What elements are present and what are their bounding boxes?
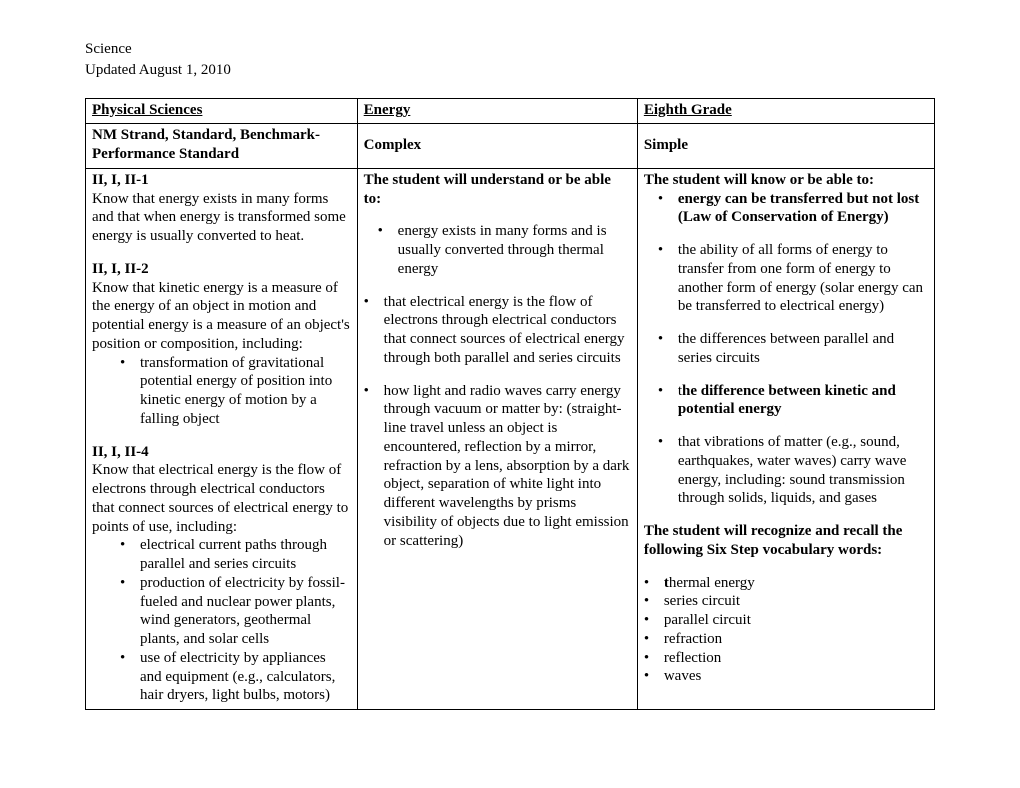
page-header: Science Updated August 1, 2010: [85, 40, 935, 80]
h2-c2: Complex: [364, 137, 422, 153]
standards-table: Physical Sciences Energy Eighth Grade NM…: [85, 98, 935, 711]
h2-c1b: Performance Standard: [92, 145, 351, 164]
vocab-6: waves: [644, 667, 928, 686]
std-4-b1: electrical current paths through paralle…: [120, 536, 351, 574]
subject-line: Science: [85, 40, 935, 59]
header-row-2: NM Strand, Standard, Benchmark- Performa…: [86, 124, 935, 169]
std-text-2: Know that kinetic energy is a measure of…: [92, 279, 351, 354]
vocab-4: refraction: [644, 630, 928, 649]
complex-bullets: energy exists in many forms and is usual…: [378, 222, 631, 278]
complex-b3-text: how light and radio waves carry energy t…: [384, 383, 630, 549]
std-text-1: Know that energy exists in many forms an…: [92, 190, 351, 246]
simple-cell: The student will know or be able to: ene…: [637, 168, 934, 709]
simple-b2-ul: the ability of all forms of energy to tr…: [658, 241, 928, 316]
complex-bullets-3: how light and radio waves carry energy t…: [364, 382, 631, 551]
standards-cell: II, I, II-1 Know that energy exists in m…: [86, 168, 358, 709]
vocab-1-text: hermal energy: [669, 575, 755, 591]
simple-b2: the ability of all forms of energy to tr…: [658, 241, 928, 316]
simple-b5: that vibrations of matter (e.g., sound, …: [658, 433, 928, 508]
std-text-4: Know that electrical energy is the flow …: [92, 461, 351, 536]
simple-b3: the differences between parallel and ser…: [658, 330, 928, 368]
complex-head: The student will understand or be able t…: [364, 171, 631, 209]
simple-b4: the difference between kinetic and poten…: [658, 382, 928, 420]
h2-c1a: NM Strand, Standard, Benchmark-: [92, 126, 351, 145]
vocab-1: thermal energy: [644, 574, 928, 593]
complex-b3: how light and radio waves carry energy t…: [364, 382, 631, 551]
simple-b4-text: he difference between kinetic and potent…: [678, 383, 896, 418]
vocab-2: series circuit: [644, 592, 928, 611]
complex-bullets-2: that electrical energy is the flow of el…: [364, 293, 631, 368]
std-code-2: II, I, II-2: [92, 260, 351, 279]
std-code-4: II, I, II-4: [92, 443, 351, 462]
vocab-list: thermal energy series circuit parallel c…: [644, 574, 928, 687]
h1-c1: Physical Sciences: [92, 102, 202, 118]
simple-b1: energy can be transferred but not lost (…: [658, 190, 928, 228]
h1-c2: Energy: [364, 102, 411, 118]
complex-b2-text: that electrical energy is the flow of el…: [384, 294, 625, 366]
complex-cell: The student will understand or be able t…: [357, 168, 637, 709]
simple-b4-ul: the difference between kinetic and poten…: [658, 382, 928, 420]
simple-b1-ul: energy can be transferred but not lost (…: [658, 190, 928, 228]
simple-head: The student will know or be able to:: [644, 171, 928, 190]
std-4-b3: use of electricity by appliances and equ…: [120, 649, 351, 705]
content-row: II, I, II-1 Know that energy exists in m…: [86, 168, 935, 709]
simple-b5-ul: that vibrations of matter (e.g., sound, …: [658, 433, 928, 508]
h1-c3: Eighth Grade: [644, 102, 732, 118]
vocab-5: reflection: [644, 649, 928, 668]
h2-c3: Simple: [644, 137, 688, 153]
simple-b3-ul: the differences between parallel and ser…: [658, 330, 928, 368]
complex-b2: that electrical energy is the flow of el…: [364, 293, 631, 368]
header-row-1: Physical Sciences Energy Eighth Grade: [86, 98, 935, 124]
std-2-b1: transformation of gravitational potentia…: [120, 354, 351, 429]
vocab-head: The student will recognize and recall th…: [644, 522, 928, 560]
complex-b1-text: energy exists in many forms and is usual…: [398, 223, 607, 277]
simple-b1-text: energy can be transferred but not lost (…: [678, 191, 919, 226]
std-2-bullets: transformation of gravitational potentia…: [120, 354, 351, 429]
vocab-3: parallel circuit: [644, 611, 928, 630]
complex-b1: energy exists in many forms and is usual…: [378, 222, 631, 278]
std-4-bullets: electrical current paths through paralle…: [120, 536, 351, 705]
std-code-1: II, I, II-1: [92, 171, 351, 190]
updated-line: Updated August 1, 2010: [85, 61, 935, 80]
std-4-b2: production of electricity by fossil-fuel…: [120, 574, 351, 649]
